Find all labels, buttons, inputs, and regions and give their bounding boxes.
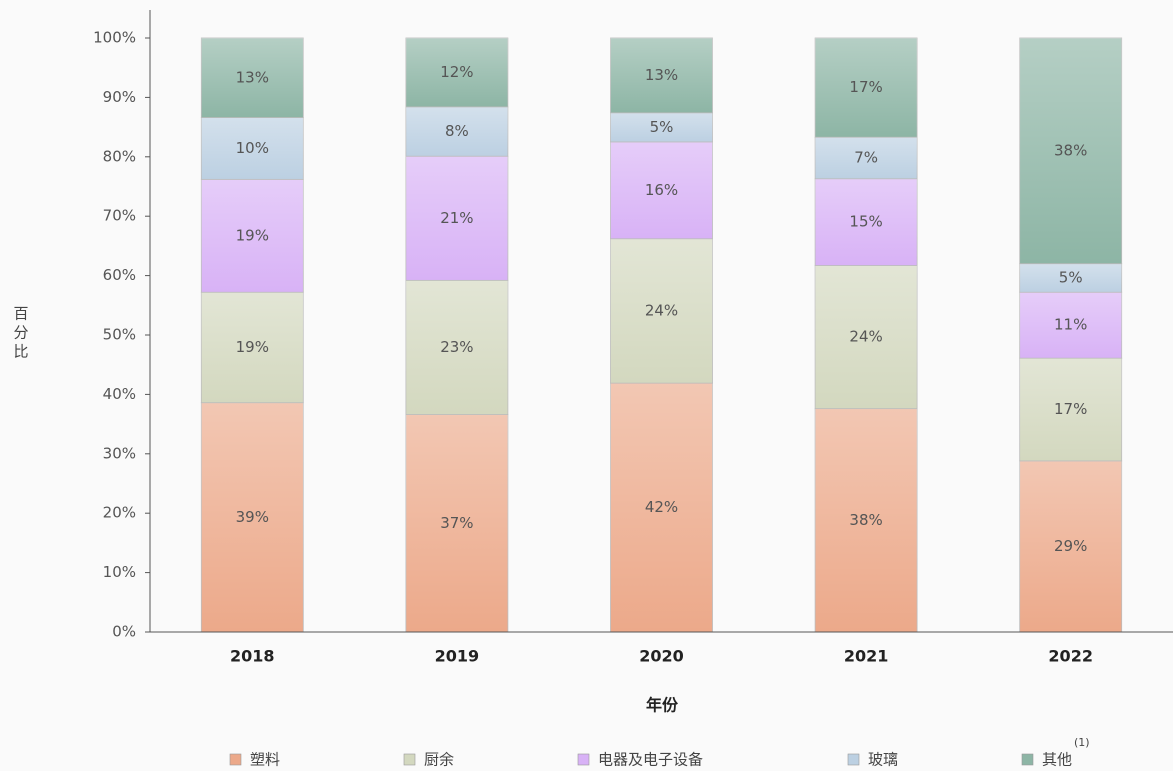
data-label: 24% [645,301,678,319]
bar-shine [610,238,713,384]
legend-label: 其他 [1042,751,1072,769]
x-tick-label: 2020 [639,647,684,666]
data-label: 5% [650,118,674,136]
bar-shine [1019,358,1122,461]
y-tick-label: 70% [103,207,136,225]
data-label: 13% [236,68,269,86]
bar-shine [1019,292,1122,359]
bar-shine [201,179,304,293]
bar-shine [201,402,304,632]
data-label: 13% [645,66,678,84]
data-label: 16% [645,181,678,199]
data-label: 17% [849,78,882,96]
data-label: 39% [236,508,269,526]
data-label: 21% [440,209,473,227]
y-tick-label: 10% [103,563,136,581]
bar-shine [815,178,918,266]
data-label: 12% [440,63,473,81]
data-label: 38% [849,511,882,529]
bar-shine [405,414,508,632]
data-label: 8% [445,122,469,140]
bar-shine [1019,460,1122,632]
bar-shine [201,117,304,180]
bar-shine [405,280,508,415]
data-label: 24% [849,328,882,346]
data-label: 15% [849,213,882,231]
x-tick-label: 2021 [844,647,889,666]
data-label: 19% [236,338,269,356]
data-label: 11% [1054,316,1087,334]
data-label: 23% [440,338,473,356]
legend-swatch [577,753,590,766]
y-tick-label: 40% [103,385,136,403]
y-axis-title: 百分比 [12,306,30,363]
data-label: 10% [236,139,269,157]
data-label: 37% [440,514,473,532]
bar-shine [815,137,918,179]
data-label: 5% [1059,268,1083,286]
legend-swatch [1021,753,1034,766]
x-tick-label: 2019 [435,647,480,666]
legend-swatch [847,753,860,766]
y-tick-label: 30% [103,444,136,462]
bar-shine [610,141,713,239]
legend-label: 玻璃 [868,751,898,769]
x-axis-title: 年份 [646,696,679,715]
bar-shine [815,265,918,409]
legend-label: 塑料 [250,751,280,769]
y-tick-label: 20% [103,504,136,522]
bar-shine [201,38,304,118]
data-label: 29% [1054,537,1087,555]
legend-label: 电器及电子设备 [598,751,703,769]
y-tick-label: 80% [103,147,136,165]
bar-shine [610,38,713,113]
x-tick-label: 2018 [230,647,275,666]
legend-swatch [403,753,416,766]
legend-label: 厨余 [424,751,454,769]
y-tick-label: 100% [93,29,136,47]
y-tick-label: 50% [103,326,136,344]
bar-shine [201,292,304,403]
data-label: 42% [645,498,678,516]
bar-shine [815,408,918,632]
bar-shine [405,38,508,107]
bar-shine [405,156,508,281]
y-tick-label: 0% [112,623,136,641]
data-label: 7% [854,148,878,166]
bar-shine [610,112,713,142]
bar-shine [1019,263,1122,293]
y-tick-label: 90% [103,88,136,106]
x-tick-label: 2022 [1048,647,1093,666]
bar-shine [815,38,918,138]
legend-note: (1) [1074,736,1090,749]
bar-shine [405,106,508,157]
data-label: 17% [1054,400,1087,418]
data-label: 19% [236,226,269,244]
data-label: 38% [1054,141,1087,159]
bar-shine [610,383,713,632]
bar-shine [1019,38,1122,264]
y-tick-label: 60% [103,266,136,284]
legend-swatch [229,753,242,766]
